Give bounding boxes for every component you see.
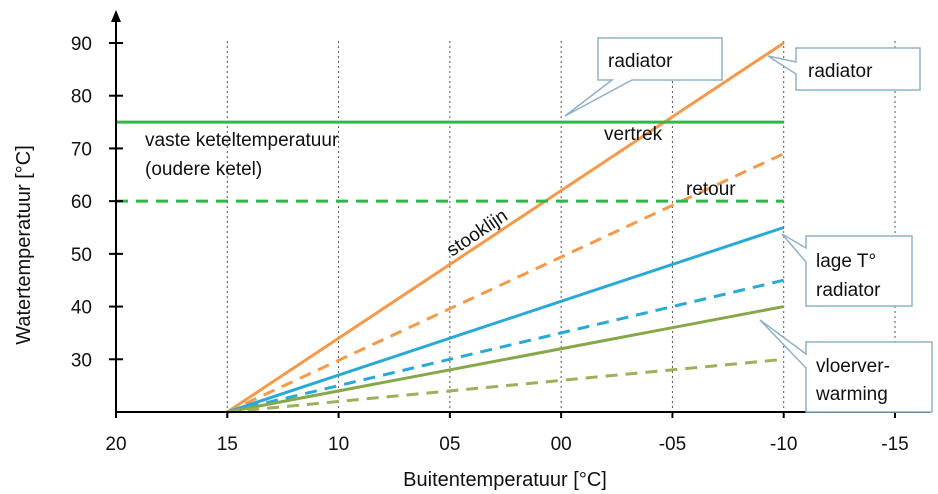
y-tick-label: 70 <box>71 139 92 160</box>
callout-radiator-right: radiator <box>767 47 921 91</box>
callout-radiator-top-text: radiator <box>608 51 673 72</box>
y-tick-label: 30 <box>71 350 92 371</box>
oudere-ketel-label: (oudere ketel) <box>145 159 262 180</box>
x-tick-label: 05 <box>439 434 460 455</box>
series-line-2 <box>226 152 785 414</box>
series-line-3 <box>226 226 785 414</box>
retour-label: retour <box>686 179 736 200</box>
y-tick-label: 80 <box>71 87 92 108</box>
callout-vloerverwarming: vloerver- warming <box>759 319 933 413</box>
y-tick-label: 50 <box>71 245 92 266</box>
grid-lines <box>226 41 896 412</box>
callout-radiator-top: radiator <box>564 37 723 117</box>
series-line-5 <box>227 305 784 414</box>
x-tick-label: -15 <box>881 434 908 455</box>
y-axis-arrow <box>111 10 121 22</box>
axis-ticks: 20 15 10 05 00 -05 -10 -15 30 40 50 60 70 80 90 <box>71 34 909 455</box>
callout-lage-t-line1: lage T° <box>816 251 876 272</box>
series-line-6 <box>227 357 784 414</box>
callout-vloer-line2: warming <box>815 384 888 405</box>
series-lines <box>116 41 785 414</box>
x-tick-label: 00 <box>551 434 572 455</box>
callout-lage-t-line2: radiator <box>816 280 881 301</box>
y-axis-title: Watertemperatuur [°C] <box>13 145 35 345</box>
series-line-1 <box>226 41 785 414</box>
callout-lage-t-radiator: lage T° radiator <box>781 233 913 307</box>
vertrek-label: vertrek <box>604 124 663 145</box>
y-tick-label: 90 <box>71 34 92 55</box>
x-tick-label: 20 <box>105 434 126 455</box>
callout-vloer-line1: vloerver- <box>816 356 890 377</box>
x-tick-label: -10 <box>770 434 797 455</box>
x-axis-title: Buitentemperatuur [°C] <box>403 469 607 491</box>
series-line-4 <box>226 278 785 414</box>
callout-radiator-right-text: radiator <box>808 61 873 82</box>
x-tick-label: -05 <box>659 434 686 455</box>
y-tick-label: 60 <box>71 192 92 213</box>
y-tick-label: 40 <box>71 298 92 319</box>
x-tick-label: 15 <box>217 434 238 455</box>
vaste-keteltemperatuur-label: vaste keteltemperatuur <box>145 130 339 151</box>
x-tick-label: 10 <box>328 434 349 455</box>
stooklijn-label: stooklijn <box>443 205 512 261</box>
